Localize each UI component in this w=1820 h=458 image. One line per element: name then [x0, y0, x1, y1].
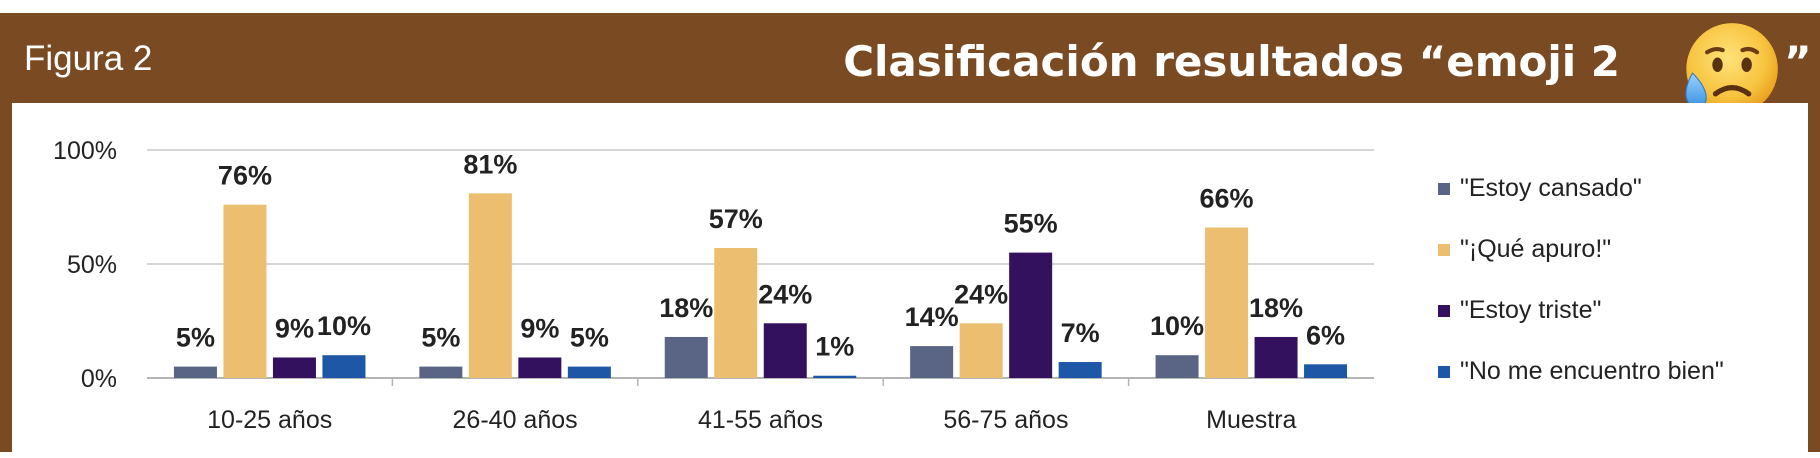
- data-label: 10%: [1150, 311, 1204, 341]
- y-tick-label: 100%: [53, 137, 117, 165]
- bar: [1009, 252, 1053, 378]
- bar: [1058, 362, 1102, 378]
- data-label: 24%: [954, 279, 1008, 309]
- bar: [1254, 336, 1298, 378]
- data-label: 9%: [275, 313, 314, 343]
- data-label: 5%: [176, 323, 215, 353]
- bar: [1155, 355, 1199, 378]
- bar: [468, 193, 512, 378]
- bar: [910, 346, 954, 378]
- bar: [272, 357, 316, 378]
- bar: [322, 355, 366, 378]
- legend-label: "Estoy triste": [1460, 296, 1601, 324]
- y-tick-label: 0%: [81, 365, 117, 393]
- legend-label: "Estoy cansado": [1460, 174, 1642, 202]
- data-label: 10%: [317, 311, 371, 341]
- data-label: 5%: [421, 323, 460, 353]
- legend-swatch: [1438, 366, 1450, 378]
- figure-title-close-quote: ”: [1784, 37, 1812, 86]
- bar: [1205, 227, 1249, 378]
- chart-panel: 0% 50% 100% 10-25 años 5% 76% 9% 10% 26-40 años 5…: [12, 103, 1808, 453]
- x-category-label: 10-25 años: [207, 406, 332, 434]
- x-category-label: 41-55 años: [698, 406, 823, 434]
- legend-swatch: [1438, 183, 1450, 195]
- y-tick-label: 50%: [67, 251, 117, 279]
- bar: [763, 323, 807, 378]
- bar: [419, 366, 463, 378]
- sad-relieved-face-emoji-icon: [1685, 23, 1778, 115]
- data-label: 81%: [463, 149, 517, 179]
- data-label: 57%: [709, 204, 763, 234]
- bar: [1304, 364, 1348, 378]
- data-label: 76%: [218, 161, 272, 191]
- data-label: 18%: [659, 293, 713, 323]
- bar: [518, 357, 562, 378]
- data-label: 6%: [1306, 320, 1345, 350]
- data-label: 66%: [1200, 184, 1254, 214]
- data-label: 14%: [905, 302, 959, 332]
- bar: [664, 336, 708, 378]
- bar: [173, 366, 217, 378]
- data-label: 24%: [758, 279, 812, 309]
- x-category-label: Muestra: [1206, 406, 1296, 434]
- data-label: 7%: [1061, 318, 1100, 348]
- data-label: 5%: [570, 323, 609, 353]
- legend-swatch: [1438, 305, 1450, 317]
- data-label: 55%: [1004, 209, 1058, 239]
- data-label: 18%: [1249, 293, 1303, 323]
- bar: [959, 323, 1003, 378]
- bar: [714, 248, 758, 378]
- bar: [567, 366, 611, 378]
- data-label: 1%: [815, 332, 854, 362]
- figure-title: Clasificación resultados “emoji 2: [843, 37, 1620, 86]
- legend-swatch: [1438, 244, 1450, 256]
- data-label: 9%: [520, 313, 559, 343]
- bar: [813, 375, 857, 378]
- legend-label: "No me encuentro bien": [1460, 357, 1724, 385]
- legend-label: "¡Qué apuro!": [1460, 235, 1611, 263]
- bar: [223, 204, 267, 378]
- x-category-label: 26-40 años: [453, 406, 578, 434]
- figure-frame: Figura 2 Clasificación resultados “emoji…: [0, 13, 1820, 453]
- x-category-label: 56-75 años: [943, 406, 1068, 434]
- figure-label: Figura 2: [24, 39, 153, 78]
